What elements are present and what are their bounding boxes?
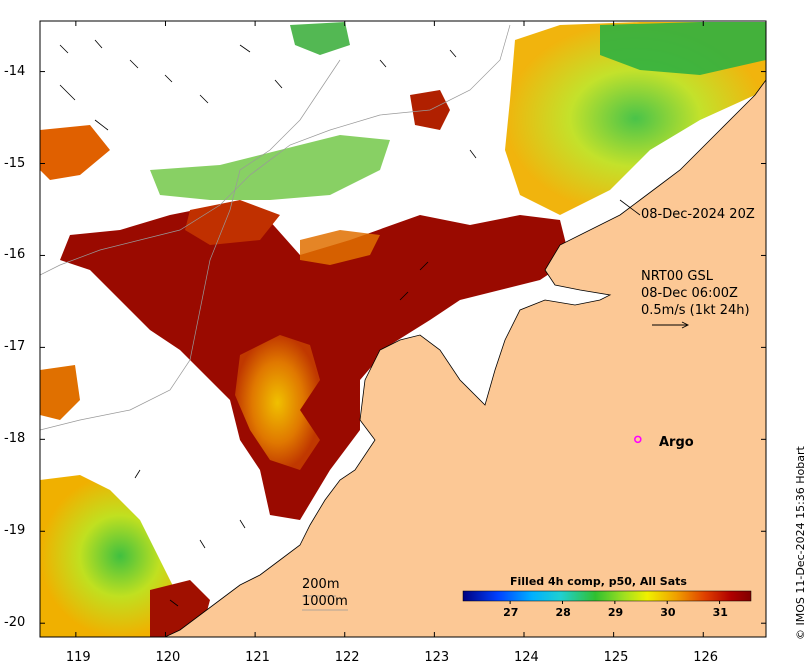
sst-field	[40, 22, 766, 637]
colorbar-tick-label: 29	[607, 606, 624, 619]
isobath-label-1000m: 1000m	[302, 594, 348, 609]
timestamp-leader	[619, 199, 641, 216]
sst-patch-mid-yellow	[300, 230, 380, 265]
sst-patch-west-edge	[40, 365, 80, 420]
argo-label: Argo	[659, 435, 694, 450]
sst-patch-north-greens	[150, 135, 390, 200]
lat-tick-label: -14	[4, 63, 26, 79]
lat-tick-label: -19	[4, 523, 26, 539]
lon-tick-label: 124	[514, 650, 539, 665]
land-mass	[164, 22, 766, 637]
scale-arrow-icon	[652, 321, 690, 329]
current-info-line1: NRT00 GSL	[641, 269, 713, 284]
current-info-line3: 0.5m/s (1kt 24h)	[641, 303, 750, 318]
colorbar	[462, 590, 752, 602]
isobath-200m	[40, 24, 511, 276]
current-info-line2: 08-Dec 06:00Z	[641, 286, 738, 301]
credit-text: © IMOS 11-Dec-2024 15:36 Hobart	[794, 446, 807, 640]
isobath-label-200m: 200m	[302, 577, 340, 592]
argo-marker	[634, 435, 642, 444]
isobath-1000m	[40, 59, 341, 431]
lon-tick-label: 122	[334, 650, 360, 665]
lon-tick-label: 126	[693, 650, 719, 665]
lat-tick-label: -20	[4, 615, 26, 631]
lon-tick-label: 119	[65, 650, 91, 665]
lat-tick-label: -15	[4, 155, 26, 171]
colorbar-tick-label: 30	[660, 606, 676, 619]
sst-patch-northwest	[40, 125, 110, 180]
colorbar-tick-label: 31	[712, 606, 728, 619]
lat-tick-label: -16	[4, 247, 26, 263]
colorbar-title: Filled 4h comp, p50, All Sats	[510, 575, 687, 588]
lat-tick-label: -18	[4, 431, 26, 447]
sst-patch-top-green	[290, 22, 350, 55]
current-arrows	[59, 39, 477, 607]
sst-patch-northeast-green	[600, 22, 766, 75]
lon-tick-label: 123	[424, 650, 450, 665]
axis-ticks	[40, 21, 766, 637]
lon-tick-label: 120	[155, 650, 181, 665]
plot-frame	[39, 20, 767, 638]
lon-tick-label: 125	[603, 650, 629, 665]
lat-tick-label: -17	[4, 339, 26, 355]
sst-patch-central-warm	[235, 335, 320, 470]
colorbar-tick-label: 27	[503, 606, 519, 619]
colorbar-ticks	[509, 601, 721, 604]
sst-patch-north-orange	[185, 200, 280, 245]
timestamp-annotation: 08-Dec-2024 20Z	[641, 207, 755, 222]
lon-tick-label: 121	[245, 650, 270, 665]
colorbar-tick-label: 28	[555, 606, 571, 619]
